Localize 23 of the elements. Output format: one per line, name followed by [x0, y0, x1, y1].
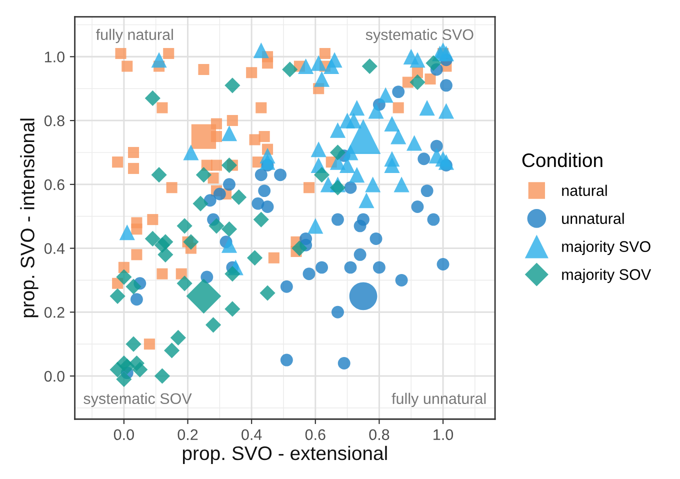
x-tick-label: 0.6 [305, 429, 326, 440]
y-tick-label: 1.0 [45, 52, 64, 62]
y-tick-label: 0.8 [44, 115, 64, 126]
legend-title: Condition [522, 152, 602, 168]
x-tick-label: 1.0 [434, 429, 454, 440]
legend-label: natural [562, 184, 607, 196]
x-tick-label: 0.2 [178, 429, 198, 440]
annotation: systematic SVO [366, 28, 474, 44]
x-tick-label: 0.8 [369, 429, 390, 440]
y-tick-label: 0.0 [44, 370, 64, 382]
legend-label: majority SOV [562, 268, 652, 283]
x-tick-label: 0.4 [242, 429, 262, 440]
legend-label: unnatural [562, 212, 624, 224]
legend-label: majority SVO [562, 240, 650, 255]
y-tick-label: 0.4 [44, 243, 65, 254]
y-axis-title: prop. SVO - intensional [20, 118, 38, 318]
x-axis-title: prop. SVO - extensional [182, 446, 387, 464]
x-tick-label: 0.0 [114, 429, 134, 440]
annotation: systematic SOV [84, 392, 192, 408]
y-tick-label: 0.2 [44, 307, 64, 318]
annotation: fully unnatural [392, 392, 486, 408]
annotation: fully natural [96, 28, 173, 44]
y-tick-label: 0.6 [44, 179, 64, 190]
